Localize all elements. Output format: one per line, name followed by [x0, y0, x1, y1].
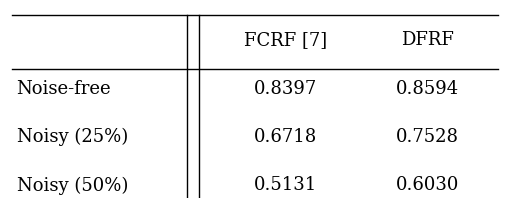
Text: 0.7528: 0.7528	[395, 128, 458, 146]
Text: 0.5131: 0.5131	[253, 176, 317, 194]
Text: Noisy (50%): Noisy (50%)	[17, 176, 128, 195]
Text: 0.6030: 0.6030	[395, 176, 458, 194]
Text: Noise-free: Noise-free	[17, 80, 111, 98]
Text: 0.8594: 0.8594	[395, 80, 458, 98]
Text: FCRF [7]: FCRF [7]	[243, 31, 326, 49]
Text: Noisy (25%): Noisy (25%)	[17, 128, 128, 146]
Text: 0.8397: 0.8397	[253, 80, 317, 98]
Text: 0.6718: 0.6718	[253, 128, 317, 146]
Text: DFRF: DFRF	[400, 31, 453, 49]
